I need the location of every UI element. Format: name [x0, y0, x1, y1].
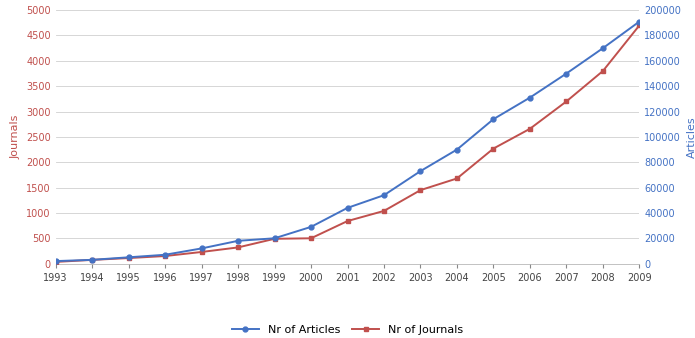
Legend: Nr of Articles, Nr of Journals: Nr of Articles, Nr of Journals [227, 320, 468, 338]
Y-axis label: Journals: Journals [10, 115, 20, 159]
Y-axis label: Articles: Articles [687, 116, 695, 158]
